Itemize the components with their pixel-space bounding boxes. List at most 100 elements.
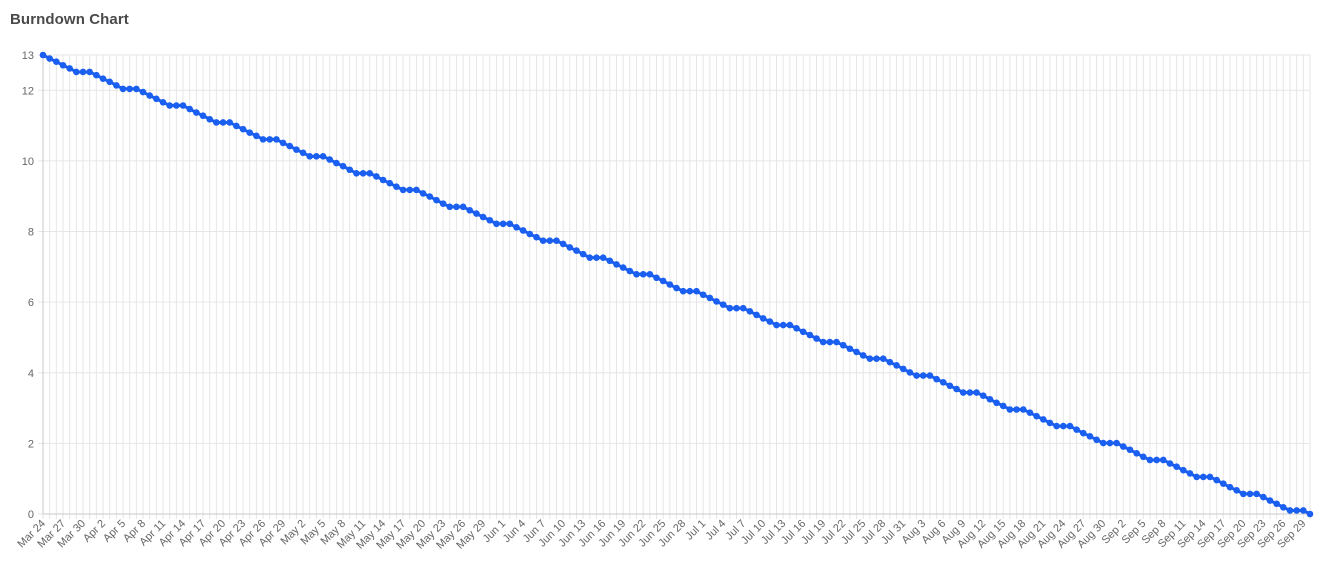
data-point bbox=[99, 75, 107, 82]
data-point bbox=[66, 65, 73, 72]
data-point bbox=[639, 270, 647, 278]
data-point bbox=[339, 162, 347, 170]
data-point bbox=[626, 267, 634, 275]
data-point bbox=[1113, 439, 1120, 447]
data-point bbox=[1220, 480, 1227, 487]
data-point bbox=[593, 254, 600, 261]
data-point bbox=[106, 78, 113, 86]
data-point bbox=[999, 402, 1007, 410]
data-point bbox=[1180, 466, 1187, 474]
data-point bbox=[259, 136, 267, 143]
data-point bbox=[879, 355, 887, 362]
y-tick-label: 10 bbox=[22, 156, 34, 168]
data-point bbox=[859, 352, 867, 359]
data-point bbox=[766, 318, 774, 325]
data-point bbox=[53, 58, 60, 66]
data-point bbox=[73, 68, 80, 76]
data-point bbox=[579, 250, 587, 258]
data-point bbox=[666, 281, 674, 288]
data-point bbox=[466, 207, 474, 214]
data-point bbox=[206, 115, 214, 123]
data-point bbox=[346, 166, 354, 174]
data-point bbox=[93, 71, 100, 79]
data-point bbox=[806, 331, 814, 339]
data-point bbox=[119, 85, 127, 93]
data-point bbox=[113, 82, 120, 89]
data-point bbox=[186, 105, 194, 113]
data-point bbox=[1286, 507, 1294, 514]
data-point bbox=[1206, 473, 1214, 481]
data-point bbox=[993, 399, 1000, 407]
data-point bbox=[826, 338, 834, 346]
data-point bbox=[1166, 460, 1174, 467]
data-point bbox=[839, 341, 847, 349]
data-point bbox=[253, 132, 260, 140]
data-point bbox=[546, 237, 554, 245]
data-point bbox=[573, 247, 580, 254]
data-point bbox=[1019, 406, 1027, 413]
data-point bbox=[939, 379, 947, 386]
data-point bbox=[793, 324, 800, 332]
data-point bbox=[486, 216, 494, 224]
data-point bbox=[679, 287, 687, 295]
data-point bbox=[1039, 416, 1047, 423]
data-point bbox=[173, 102, 180, 109]
data-point bbox=[439, 200, 447, 207]
data-point bbox=[1086, 433, 1094, 440]
y-tick-label: 4 bbox=[28, 368, 34, 380]
data-point bbox=[493, 220, 500, 228]
data-point bbox=[686, 287, 694, 295]
data-point bbox=[406, 186, 414, 194]
data-point bbox=[419, 190, 427, 197]
data-point bbox=[293, 146, 300, 153]
data-point bbox=[1099, 439, 1107, 447]
data-point bbox=[699, 291, 707, 299]
data-point bbox=[1213, 476, 1220, 484]
data-point bbox=[519, 227, 527, 234]
data-point bbox=[1066, 422, 1074, 430]
data-point bbox=[333, 159, 340, 167]
data-point bbox=[646, 270, 654, 278]
data-point bbox=[1300, 507, 1307, 514]
data-point bbox=[833, 338, 840, 346]
data-point bbox=[659, 277, 667, 285]
data-point bbox=[86, 68, 93, 76]
data-point bbox=[126, 85, 133, 93]
data-point bbox=[426, 193, 434, 200]
data-point bbox=[906, 369, 914, 376]
data-point bbox=[79, 68, 87, 76]
y-tick-label: 12 bbox=[22, 85, 34, 97]
data-point bbox=[599, 254, 607, 261]
data-point bbox=[133, 85, 140, 93]
data-point bbox=[1246, 490, 1254, 498]
data-point bbox=[193, 109, 200, 116]
data-point bbox=[899, 365, 907, 373]
data-point bbox=[179, 102, 187, 109]
data-point bbox=[1073, 426, 1080, 433]
y-tick-label: 0 bbox=[28, 509, 34, 521]
data-point bbox=[1173, 463, 1180, 470]
data-point bbox=[526, 230, 534, 238]
data-point bbox=[813, 335, 820, 342]
data-point bbox=[139, 88, 147, 96]
data-point bbox=[866, 355, 874, 362]
x-tick-label: Apr 2 bbox=[81, 518, 108, 545]
data-point bbox=[1253, 490, 1260, 498]
data-point bbox=[499, 220, 507, 228]
data-point bbox=[1046, 419, 1054, 427]
data-point bbox=[1153, 456, 1160, 464]
data-point bbox=[239, 125, 247, 133]
data-point bbox=[1059, 422, 1067, 430]
data-point bbox=[1026, 409, 1034, 416]
data-point bbox=[413, 186, 420, 194]
y-tick-label: 13 bbox=[22, 50, 34, 62]
data-point bbox=[1126, 446, 1134, 454]
data-point bbox=[973, 389, 980, 396]
data-point bbox=[926, 372, 934, 379]
data-point bbox=[59, 61, 67, 69]
data-point bbox=[213, 119, 220, 126]
data-point bbox=[913, 372, 920, 379]
data-point bbox=[979, 392, 987, 400]
data-point bbox=[386, 179, 394, 187]
